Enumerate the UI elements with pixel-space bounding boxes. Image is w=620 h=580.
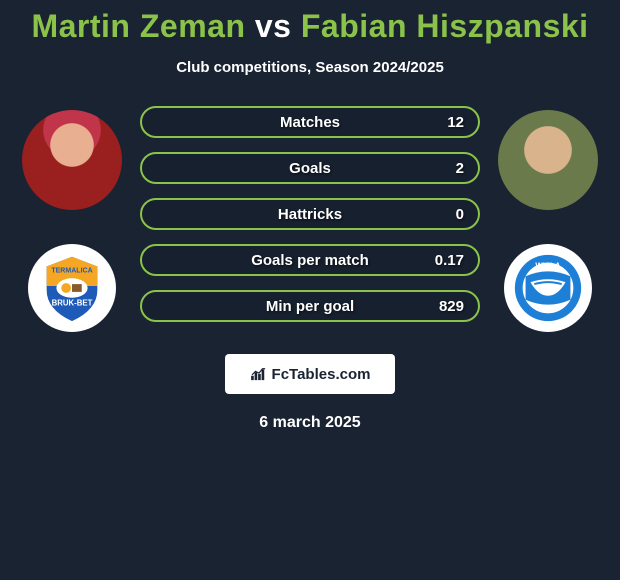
stat-value-right: 0 bbox=[456, 206, 464, 223]
stat-value-right: 12 bbox=[447, 114, 464, 131]
stat-row-goals-per-match: Goals per match 0.17 bbox=[140, 244, 480, 276]
stat-label: Matches bbox=[280, 114, 340, 131]
stat-row-matches: Matches 12 bbox=[140, 106, 480, 138]
player2-avatar bbox=[498, 110, 598, 210]
bar-chart-icon bbox=[250, 367, 268, 381]
player2-club-logo: WISŁA bbox=[504, 244, 592, 332]
stat-label: Min per goal bbox=[266, 298, 354, 315]
subtitle: Club competitions, Season 2024/2025 bbox=[0, 59, 620, 76]
stat-row-hattricks: Hattricks 0 bbox=[140, 198, 480, 230]
comparison-card: Martin Zeman vs Fabian Hiszpanski Club c… bbox=[0, 0, 620, 432]
logo-text-top: TERMALICA bbox=[51, 267, 92, 274]
brand-badge: FcTables.com bbox=[225, 354, 395, 394]
termalica-logo-icon: TERMALICA BRUK-BET bbox=[33, 249, 111, 327]
logo-text-wisla: WISŁA bbox=[535, 262, 560, 271]
page-title: Martin Zeman vs Fabian Hiszpanski bbox=[0, 8, 620, 45]
main-row: TERMALICA BRUK-BET Matches 12 Goals 2 Ha… bbox=[0, 104, 620, 332]
stat-row-goals: Goals 2 bbox=[140, 152, 480, 184]
stat-value-right: 2 bbox=[456, 160, 464, 177]
player1-club-logo: TERMALICA BRUK-BET bbox=[28, 244, 116, 332]
title-vs: vs bbox=[255, 8, 292, 44]
stat-label: Goals bbox=[289, 160, 331, 177]
title-player2: Fabian Hiszpanski bbox=[301, 8, 589, 44]
date-text: 6 march 2025 bbox=[0, 414, 620, 432]
wisla-logo-icon: WISŁA bbox=[509, 249, 587, 327]
brand-text: FcTables.com bbox=[272, 366, 371, 383]
stats-column: Matches 12 Goals 2 Hattricks 0 Goals per… bbox=[140, 104, 480, 322]
stat-label: Goals per match bbox=[251, 252, 369, 269]
stat-row-min-per-goal: Min per goal 829 bbox=[140, 290, 480, 322]
logo-text-bottom: BRUK-BET bbox=[52, 299, 93, 308]
stat-value-right: 0.17 bbox=[435, 252, 464, 269]
right-column: WISŁA bbox=[498, 104, 598, 332]
stat-label: Hattricks bbox=[278, 206, 342, 223]
title-player1: Martin Zeman bbox=[31, 8, 245, 44]
left-column: TERMALICA BRUK-BET bbox=[22, 104, 122, 332]
stat-value-right: 829 bbox=[439, 298, 464, 315]
player1-avatar bbox=[22, 110, 122, 210]
